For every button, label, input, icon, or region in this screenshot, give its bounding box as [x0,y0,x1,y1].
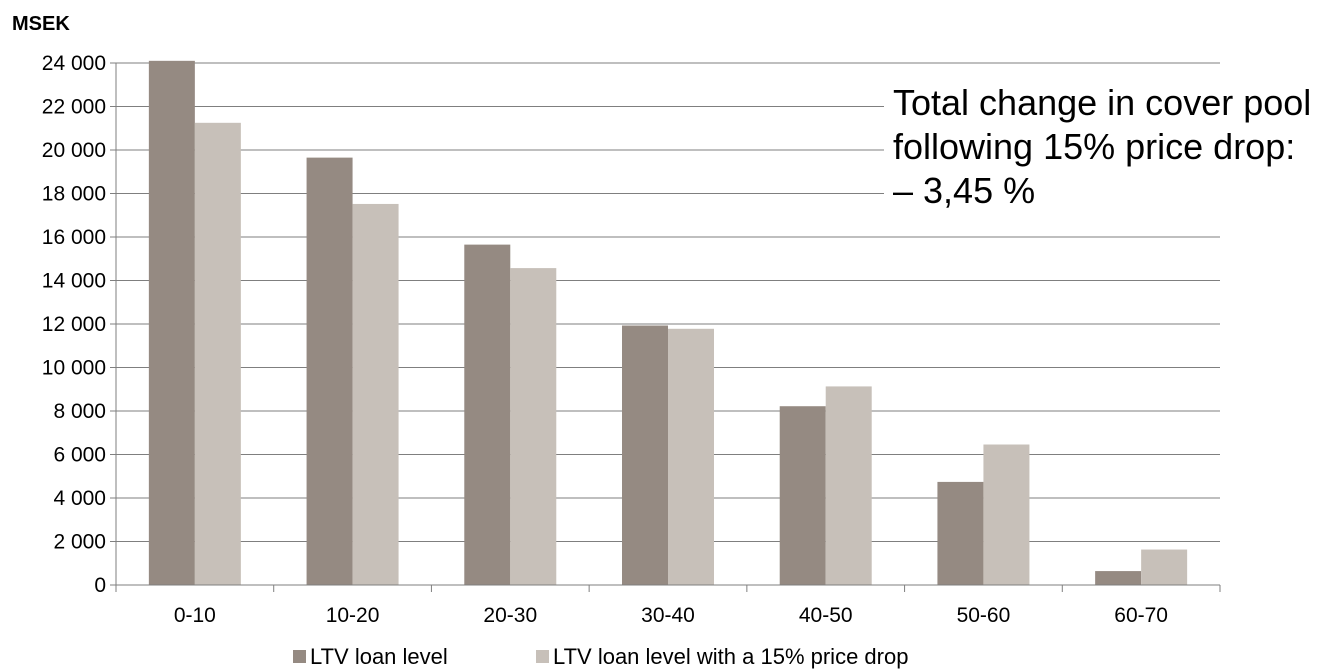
legend-swatch-ltv-loan-level [293,650,306,663]
y-tick-label: 2 000 [53,531,106,554]
y-tick-label: 12 000 [42,313,106,336]
y-tick-label: 4 000 [53,487,106,510]
bar-ltv-loan-level-0-10 [148,60,195,585]
bar-price-drop-30-40 [668,328,714,585]
x-tick-label: 40-50 [799,604,853,627]
y-tick-label: 22 000 [42,96,106,119]
y-tick-label: 6 000 [53,444,106,467]
bar-price-drop-0-10 [194,122,241,585]
annotation-background [884,78,1331,218]
x-tick-label: 20-30 [483,604,537,627]
x-tick-label: 0-10 [174,604,216,627]
axes: 0 2 000 4 000 6 000 8 000 10 000 12 000 14 000 1… [42,52,1221,627]
bar-price-drop-40-50 [825,386,872,585]
x-tick-label: 10-20 [326,604,380,627]
x-tick-label: 60-70 [1114,604,1168,627]
x-tick-label: 30-40 [641,604,695,627]
y-tick-label: 14 000 [42,270,106,293]
bar-ltv-loan-level-60-70 [1095,571,1142,585]
y-tick-label: 16 000 [42,226,106,249]
bar-price-drop-50-60 [983,444,1030,585]
annotation-line-2: following 15% price drop: [893,126,1295,167]
y-tick-label: 8 000 [53,400,106,423]
bar-ltv-loan-level-50-60 [937,481,984,585]
legend-label-ltv-loan-level: LTV loan level [310,644,448,669]
bar-price-drop-60-70 [1141,549,1188,585]
legend-swatch-price-drop [536,650,549,663]
y-tick-label: 10 000 [42,357,106,380]
x-tick-label: 50-60 [957,604,1011,627]
y-tick-label: 18 000 [42,183,106,206]
bar-ltv-loan-level-30-40 [622,325,668,585]
bar-ltv-loan-level-10-20 [306,157,353,586]
annotation-line-1: Total change in cover pool [893,82,1311,123]
y-axis-unit-label: MSEK [12,13,70,35]
y-tick-label: 20 000 [42,139,106,162]
y-tick-label: 0 [94,574,106,597]
bar-price-drop-10-20 [352,203,399,585]
annotation-line-3: – 3,45 % [893,170,1035,211]
bar-price-drop-20-30 [510,268,557,585]
bar-ltv-loan-level-20-30 [464,244,511,586]
bar-ltv-loan-level-40-50 [779,406,826,585]
y-tick-label: 24 000 [42,52,106,75]
legend: LTV loan level LTV loan level with a 15%… [293,644,908,669]
bars [148,60,1188,586]
legend-label-price-drop: LTV loan level with a 15% price drop [553,644,908,669]
